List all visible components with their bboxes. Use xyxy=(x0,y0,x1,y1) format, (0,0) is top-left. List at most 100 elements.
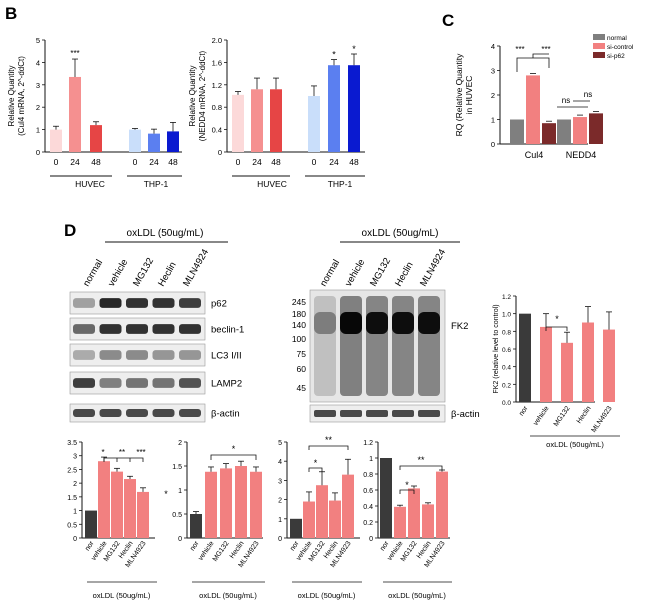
d4-y-tick-label: 0.4 xyxy=(363,504,373,511)
d1-significance: *** xyxy=(136,448,145,457)
d3-y-tick-label: 1 xyxy=(278,517,282,524)
c-x-tick-label: Cul4 xyxy=(525,150,544,160)
c-bar-si-control xyxy=(526,75,540,144)
b1-x-tick-label: 48 xyxy=(168,157,178,167)
d3-y-tick-label: 3 xyxy=(278,478,282,485)
b1-y-tick-label: 5 xyxy=(36,36,40,45)
d2-bar xyxy=(235,466,247,538)
blot-right-marker: 100 xyxy=(292,334,306,344)
c-legend-label: si-control xyxy=(607,44,634,51)
c-bracket xyxy=(516,57,550,72)
blot-left-band xyxy=(179,409,201,417)
blot-left-band xyxy=(179,378,201,388)
c-y-tick-label: 0 xyxy=(491,140,495,149)
b2-x-tick-label: 24 xyxy=(329,157,339,167)
blot-right-marker: 245 xyxy=(292,297,306,307)
blot-right-smear xyxy=(340,296,362,396)
b1-bar xyxy=(167,131,179,152)
fk2-y-tick-label: 0.8 xyxy=(502,329,511,336)
b2-x-tick-label: 48 xyxy=(271,157,281,167)
b1-y-tick-label: 2 xyxy=(36,103,40,112)
b1-y-tick-label: 0 xyxy=(36,148,40,157)
blot-left-band xyxy=(179,324,201,334)
panel-label-c: C xyxy=(442,11,454,30)
d1-y-tick-label: 3 xyxy=(73,454,77,461)
d1-treatment-label: oxLDL (50ug/mL) xyxy=(93,591,151,600)
fk2-bar xyxy=(540,326,552,402)
blot-right-actin-band xyxy=(392,410,414,417)
blot-left-lane-label: normal xyxy=(81,258,105,289)
d2-x-tick-label: nor xyxy=(189,540,201,553)
b1-bar xyxy=(50,129,62,152)
blot-left-band xyxy=(73,350,95,360)
b2-bar xyxy=(270,89,282,152)
blot-right-lane-label: normal xyxy=(318,258,342,289)
d4-bracket xyxy=(399,489,415,494)
c-y-tick-label: 2 xyxy=(491,91,495,100)
blot-left-band xyxy=(152,409,175,417)
blot-left-band xyxy=(179,350,201,360)
blot-left-band xyxy=(99,378,122,388)
blot-left-band xyxy=(99,324,122,334)
blot-right-band xyxy=(366,312,388,334)
d3-y-tick-label: 0 xyxy=(278,536,282,543)
fk2-bar xyxy=(603,329,615,402)
blot-right-band xyxy=(340,312,362,334)
b1-x-tick-label: 48 xyxy=(91,157,101,167)
group-label-thp1-2: THP-1 xyxy=(328,179,353,189)
d3-y-tick-label: 4 xyxy=(278,459,282,466)
b2-y-tick-label: 1.6 xyxy=(212,58,222,67)
d2-bar xyxy=(220,468,232,538)
chart-c: 0 1 2 3 4 Cul4 NEDD4 *** *** ns ns normal si-control… xyxy=(454,34,634,160)
blot-right-lane-label: vehicle xyxy=(343,257,367,288)
chart-d3: 012345norvehicleMG132HeclinMLN4923oxLDL … xyxy=(278,435,362,600)
d3-y-tick-label: 5 xyxy=(278,440,282,447)
blot-right-lane-label: MLN4924 xyxy=(418,247,448,288)
treatment-label-left: oxLDL (50ug/mL) xyxy=(127,228,204,239)
blot-left-band xyxy=(152,298,175,308)
d3-significance: * xyxy=(314,458,318,468)
b1-x-tick-label: 24 xyxy=(70,157,80,167)
blot-left-band xyxy=(99,409,122,417)
blot-right-smear xyxy=(392,296,414,396)
b2-bar xyxy=(308,96,320,152)
d3-y-tick-label: 2 xyxy=(278,498,282,505)
c-x-tick-label: NEDD4 xyxy=(566,150,597,160)
d4-y-tick-label: 0.6 xyxy=(363,488,373,495)
b2-x-tick-label: 24 xyxy=(252,157,262,167)
b2-y-tick-label: 0 xyxy=(218,148,222,157)
c-legend-label: normal xyxy=(607,35,627,42)
d4-y-tick-label: 0 xyxy=(369,536,373,543)
c-y-tick-label: 3 xyxy=(491,67,495,76)
b1-bar xyxy=(90,125,102,152)
fk2-x-tick-label: Heclin xyxy=(576,405,593,425)
d1-x-tick-label: nor xyxy=(84,540,96,553)
d1-side-significance: * xyxy=(164,489,168,499)
fk2-bar xyxy=(561,342,573,402)
b2-y-label: Relative Quantity xyxy=(188,66,197,127)
fk2-x-tick-label: nor xyxy=(518,405,530,418)
d2-y-tick-label: 2 xyxy=(178,440,182,447)
b2-y-tick-label: 0.8 xyxy=(212,103,222,112)
b1-bar xyxy=(129,129,141,152)
d2-y-tick-label: 0.5 xyxy=(172,512,182,519)
b2-y-tick-label: 1.2 xyxy=(212,81,222,90)
panel-label-d: D xyxy=(64,221,76,240)
d3-significance: ** xyxy=(325,435,333,445)
b1-bar xyxy=(148,133,160,152)
blot-left-strip xyxy=(69,343,206,367)
d2-bar xyxy=(205,471,217,538)
b2-y-tick-label: 0.4 xyxy=(212,126,222,135)
blot-left-lane-label: MLN4924 xyxy=(181,247,211,288)
blot-left-band xyxy=(179,298,201,308)
c-legend-swatch xyxy=(593,43,605,49)
d1-y-tick-label: 1.5 xyxy=(67,495,77,502)
blot-left-band xyxy=(73,298,95,308)
d4-x-tick-label: nor xyxy=(379,540,391,553)
blot-left-band xyxy=(152,350,175,360)
c-bracket-label: ns xyxy=(584,90,592,99)
chart-b2: 0 0.4 0.8 1.2 1.6 2.0 0 24 48 0 24 48 * * Relative Qua… xyxy=(188,36,365,177)
blot-right-marker: 45 xyxy=(297,383,307,393)
d3-bar xyxy=(303,501,315,538)
